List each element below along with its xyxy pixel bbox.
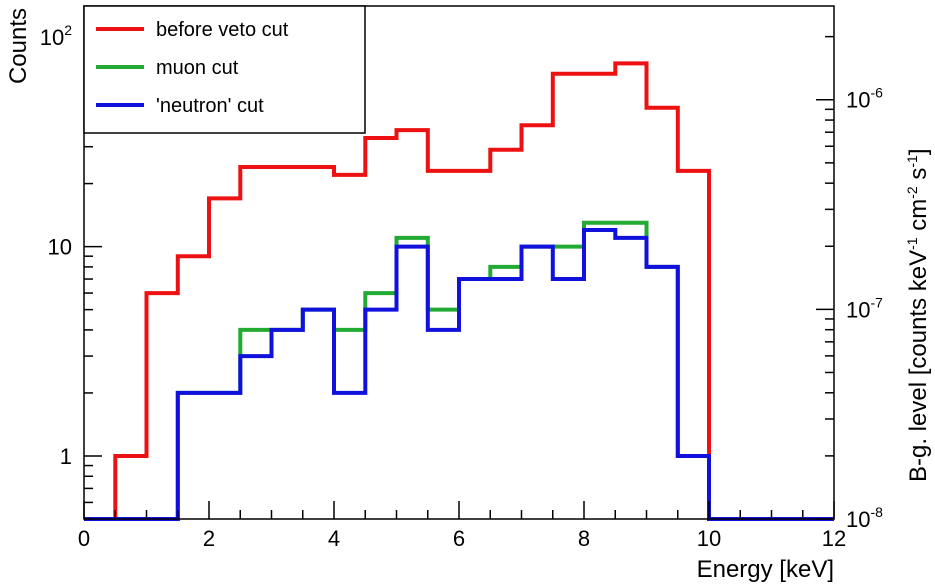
y2-axis-title-part: B-g. level [counts keV: [905, 250, 932, 482]
y2-tick-label: 10-8: [846, 504, 883, 532]
x-axis-title: Energy [keV]: [697, 556, 834, 583]
y2-tick-label-exponent: -7: [870, 294, 883, 310]
y2-tick-label-exponent: -8: [870, 504, 883, 520]
series-line-2: [84, 220, 834, 521]
x-tick-label: 12: [822, 526, 846, 551]
y-tick-label: 102: [40, 22, 72, 50]
legend-label: 'neutron' cut: [156, 95, 264, 117]
x-tick-label: 8: [578, 526, 590, 551]
legend: before veto cut muon cut 'neutron' cut: [83, 5, 366, 134]
x-tick-label: 0: [78, 526, 90, 551]
y2-tick-label-base: 10: [846, 507, 870, 532]
y2-axis-title-part: cm: [905, 199, 932, 238]
y2-tick-label: 10-7: [846, 294, 883, 322]
x-tick-label: 6: [453, 526, 465, 551]
y-tick-label-base: 10: [48, 235, 72, 260]
legend-label: before veto cut: [156, 19, 289, 41]
y2-tick-label: 10-6: [846, 85, 883, 113]
legend-label: muon cut: [156, 57, 239, 79]
y2-tick-label-exponent: -6: [870, 85, 883, 101]
y-tick-label-base: 1: [60, 444, 72, 469]
y-tick-label: 10: [48, 235, 72, 260]
series-line-1: [84, 61, 834, 521]
y2-axis-title: B-g. level [counts keV-1 cm-2 s-1]: [904, 149, 932, 483]
y2-axis-title-sup: -1: [904, 237, 920, 250]
x-tick-label: 2: [203, 526, 215, 551]
series-line-3: [84, 228, 834, 521]
y-tick-label-exponent: 2: [64, 22, 72, 38]
y2-axis-title-sup: -1: [904, 155, 920, 168]
x-tick-label: 4: [328, 526, 340, 551]
x-tick-label: 10: [697, 526, 721, 551]
y2-tick-label-base: 10: [846, 88, 870, 113]
y-tick-label: 1: [60, 444, 72, 469]
y2-axis-title-part: ]: [905, 149, 932, 156]
y2-tick-label-base: 10: [846, 297, 870, 322]
y-axis-title: Counts: [5, 8, 32, 84]
y2-axis-title-part: s: [905, 168, 932, 187]
y2-axis-title-sup: -2: [904, 186, 920, 199]
series-layer: [84, 61, 834, 521]
y-tick-label-base: 10: [40, 25, 64, 50]
